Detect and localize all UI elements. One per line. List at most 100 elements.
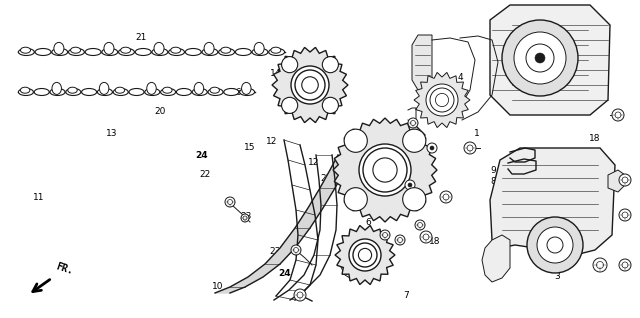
Ellipse shape xyxy=(20,47,31,53)
Ellipse shape xyxy=(35,49,51,56)
Text: 18: 18 xyxy=(589,85,601,93)
Ellipse shape xyxy=(163,87,172,93)
Circle shape xyxy=(417,223,422,227)
Ellipse shape xyxy=(241,82,251,94)
Ellipse shape xyxy=(202,49,218,56)
Circle shape xyxy=(443,194,449,200)
Ellipse shape xyxy=(99,82,109,94)
Circle shape xyxy=(467,145,473,151)
Circle shape xyxy=(619,174,631,186)
Ellipse shape xyxy=(52,82,61,94)
Ellipse shape xyxy=(66,88,81,95)
Ellipse shape xyxy=(161,88,175,95)
Circle shape xyxy=(359,144,411,196)
Circle shape xyxy=(295,70,325,100)
Circle shape xyxy=(282,97,298,114)
Ellipse shape xyxy=(104,42,114,54)
Ellipse shape xyxy=(70,47,81,53)
Polygon shape xyxy=(608,170,625,192)
Circle shape xyxy=(415,220,425,230)
Ellipse shape xyxy=(224,88,239,95)
Ellipse shape xyxy=(19,49,35,56)
Text: 10: 10 xyxy=(212,282,223,291)
Ellipse shape xyxy=(204,42,214,54)
Circle shape xyxy=(526,44,554,72)
Text: 14: 14 xyxy=(269,69,281,78)
Circle shape xyxy=(301,77,318,93)
Ellipse shape xyxy=(120,47,131,53)
Text: 25: 25 xyxy=(353,240,364,249)
Circle shape xyxy=(514,32,566,84)
Text: 3: 3 xyxy=(554,272,559,281)
Circle shape xyxy=(383,232,387,238)
Circle shape xyxy=(426,84,458,116)
Circle shape xyxy=(403,188,426,211)
Polygon shape xyxy=(490,5,610,115)
Text: 16: 16 xyxy=(231,88,243,97)
Circle shape xyxy=(380,230,390,240)
Ellipse shape xyxy=(168,49,184,56)
Circle shape xyxy=(397,238,403,243)
Circle shape xyxy=(527,217,583,273)
Ellipse shape xyxy=(145,88,160,95)
Circle shape xyxy=(622,262,628,268)
Circle shape xyxy=(344,188,367,211)
Circle shape xyxy=(537,227,573,263)
Circle shape xyxy=(403,129,426,152)
Circle shape xyxy=(612,109,624,121)
Circle shape xyxy=(363,148,407,192)
Ellipse shape xyxy=(97,88,113,95)
Text: 6: 6 xyxy=(365,218,371,227)
Text: 18: 18 xyxy=(589,134,601,143)
Text: 1: 1 xyxy=(474,129,479,138)
Ellipse shape xyxy=(271,47,281,53)
Circle shape xyxy=(353,243,377,267)
Ellipse shape xyxy=(252,49,268,56)
Ellipse shape xyxy=(239,88,255,95)
Ellipse shape xyxy=(50,88,65,95)
Text: 22: 22 xyxy=(321,174,332,183)
Ellipse shape xyxy=(102,49,118,56)
Polygon shape xyxy=(333,118,437,222)
Text: 12: 12 xyxy=(266,137,278,146)
Circle shape xyxy=(440,191,452,203)
Circle shape xyxy=(423,234,429,240)
Circle shape xyxy=(535,53,545,63)
Circle shape xyxy=(430,146,434,150)
Text: 7: 7 xyxy=(404,291,409,300)
Ellipse shape xyxy=(269,49,285,56)
Text: 5: 5 xyxy=(359,272,364,281)
Ellipse shape xyxy=(19,88,33,95)
Polygon shape xyxy=(414,73,470,128)
Circle shape xyxy=(435,93,449,107)
Circle shape xyxy=(408,118,418,128)
Ellipse shape xyxy=(171,47,180,53)
Circle shape xyxy=(291,245,301,255)
Text: 22: 22 xyxy=(199,170,211,179)
Ellipse shape xyxy=(236,49,252,56)
Circle shape xyxy=(323,97,339,114)
Text: 20: 20 xyxy=(154,107,166,116)
Circle shape xyxy=(282,57,298,73)
Text: 13: 13 xyxy=(106,129,118,138)
Circle shape xyxy=(344,129,367,152)
Circle shape xyxy=(395,235,405,245)
Ellipse shape xyxy=(186,49,201,56)
Circle shape xyxy=(619,259,631,271)
Ellipse shape xyxy=(34,88,49,95)
Circle shape xyxy=(227,199,232,204)
Ellipse shape xyxy=(177,88,191,95)
Ellipse shape xyxy=(135,49,151,56)
Ellipse shape xyxy=(210,87,220,93)
Ellipse shape xyxy=(208,88,223,95)
Circle shape xyxy=(323,57,339,73)
Polygon shape xyxy=(335,225,395,285)
Circle shape xyxy=(241,214,249,222)
Text: FR.: FR. xyxy=(55,261,75,276)
Circle shape xyxy=(427,143,437,153)
Polygon shape xyxy=(215,155,353,293)
Text: 17: 17 xyxy=(570,151,582,160)
Circle shape xyxy=(294,289,306,301)
Circle shape xyxy=(358,248,372,262)
Ellipse shape xyxy=(54,42,64,54)
